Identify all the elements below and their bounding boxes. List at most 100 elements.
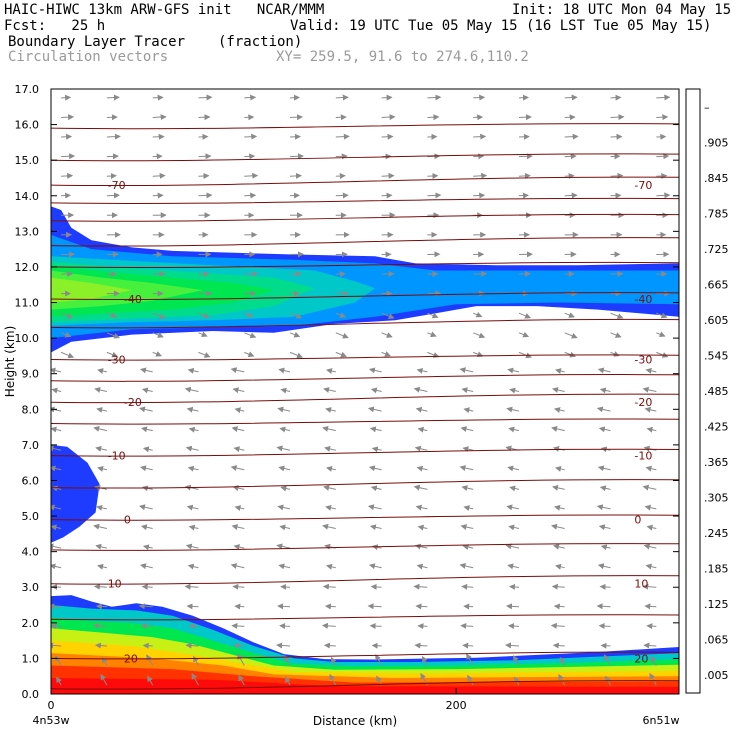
circulation-vector [564,114,576,121]
circulation-vector [141,426,153,433]
circulation-vector [244,172,259,179]
temperature-contour-line [51,123,679,130]
circulation-vector [505,642,520,649]
circulation-vector [147,675,154,686]
circulation-vector [187,367,199,374]
circulation-vector [51,543,62,550]
circulation-vector [323,642,336,649]
circulation-vector [551,425,565,432]
circulation-vector [462,544,474,550]
circulation-vector [555,563,565,570]
circulation-vector [462,642,474,649]
temperature-label: -10 [108,450,126,463]
colorbar-frame [685,88,701,694]
colorbar-label: .365 [704,456,729,469]
circulation-vector [514,676,520,686]
circulation-vector [656,114,669,121]
circulation-vector [289,94,300,101]
circulation-vector [94,387,108,393]
circulation-vector [335,94,349,101]
circulation-vector [552,484,565,491]
circulation-vector [508,426,520,433]
circulation-vector [610,133,623,140]
circulation-vector [555,368,565,374]
circulation-vector [644,406,657,413]
circulation-vector [152,332,164,338]
circulation-vector [414,445,428,452]
circulation-vector [644,603,657,610]
circulation-vector [56,676,62,686]
circulation-vector [322,583,336,590]
circulation-vector [463,407,474,414]
circulation-vector [185,642,199,649]
temperature-contour-line [51,374,679,382]
temperature-contour-line [51,514,679,521]
circulation-vector [276,642,291,649]
colorbar-label: .065 [704,634,729,647]
circulation-vector [646,524,657,531]
circulation-vector [244,153,256,160]
x-tick-label: 0 [48,699,55,712]
circulation-vector [152,94,164,101]
circulation-vector [473,133,487,140]
circulation-vector [554,407,565,413]
circulation-vector [507,563,520,570]
circulation-vector [234,505,245,511]
circulation-vector [643,543,657,550]
circulation-vector [244,311,254,318]
circulation-vector [381,351,391,357]
circulation-vector [321,622,336,629]
circulation-vector [152,351,163,357]
colorbar-label: .725 [704,243,729,256]
circulation-vector [335,172,346,179]
circulation-vector [467,674,474,686]
temperature-label: 10 [108,578,122,591]
circulation-vector [463,505,474,511]
circulation-vector [598,524,611,531]
circulation-vector [280,387,291,394]
circulation-vector [51,387,62,394]
circulation-vector [370,583,382,590]
circulation-vector [610,172,624,179]
temperature-label: -30 [108,354,126,367]
circulation-vector [188,426,199,433]
y-tick-label: 3.0 [22,581,40,594]
circulation-vector [230,367,245,374]
circulation-vector [277,603,291,610]
circulation-vector [414,642,428,649]
circulation-vector [139,406,153,413]
circulation-vector [279,623,291,630]
y-tick-label: 0.0 [22,688,40,701]
circulation-vector [138,603,153,610]
circulation-vector [237,653,245,666]
circulation-vector [188,623,199,630]
circulation-vector [367,504,382,511]
circulation-vector [551,583,565,590]
circulation-vector [231,524,245,530]
circulation-vector [142,642,153,649]
circulation-vector [244,133,258,140]
circulation-vector [152,114,167,121]
circulation-vector [552,642,565,649]
y-tick-label: 13.0 [15,225,40,238]
circulation-vector [506,603,520,610]
colorbar-label: .785 [704,207,729,220]
circulation-vector [335,312,347,318]
circulation-vector [367,603,382,610]
y-tick-label: 7.0 [22,439,40,452]
circulation-vector [289,153,304,160]
circulation-vector [642,386,657,393]
circulation-vector [368,367,382,374]
circulation-vector [463,603,474,610]
circulation-vector [416,367,428,374]
circulation-vector [233,446,245,453]
circulation-vector [427,331,437,338]
circulation-vector [518,351,532,359]
circulation-vector [152,172,166,179]
circulation-vector [421,655,428,666]
circulation-vector [234,407,245,414]
circulation-vector [285,676,291,686]
circulation-vector [473,172,488,179]
circulation-vector [184,583,199,590]
circulation-vector [198,153,212,160]
